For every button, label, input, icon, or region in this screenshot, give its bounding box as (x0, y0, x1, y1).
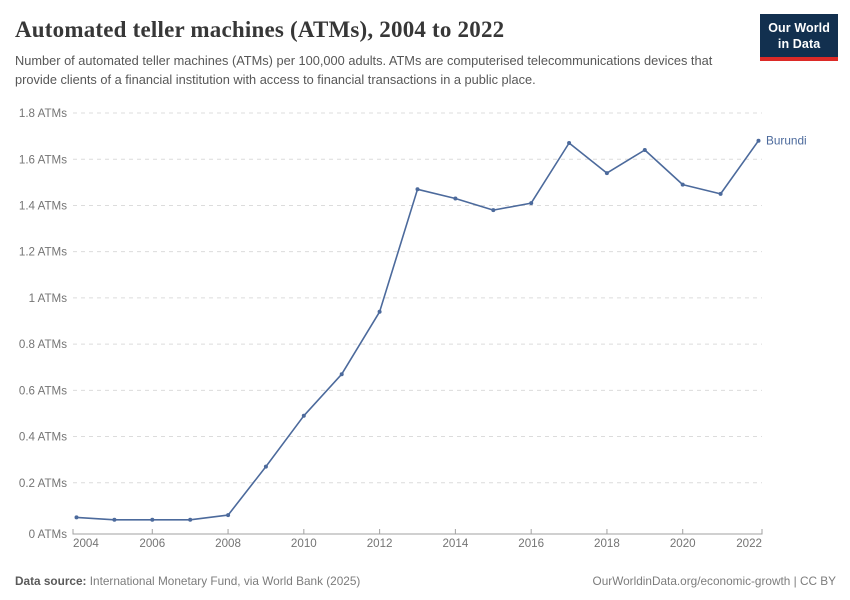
x-axis-label-2020: 2020 (670, 537, 696, 550)
line-chart-canvas[interactable]: 0 ATMs 0.2 ATMs 0.4 ATMs 0.6 ATMs 0.8 ATMs 1 … (0, 100, 850, 560)
y-axis-label-1.8: 1.8 ATMs (19, 107, 67, 120)
data-source-note: Data source: International Monetary Fund… (15, 574, 360, 588)
data-point-2022[interactable] (756, 138, 761, 143)
y-axis-label-0.2: 0.2 ATMs (19, 477, 67, 490)
y-axis-label-1.4: 1.4 ATMs (19, 200, 67, 213)
data-point-2012[interactable] (377, 309, 382, 314)
data-point-2005[interactable] (112, 517, 117, 522)
data-point-2019[interactable] (642, 148, 647, 152)
y-axis-label-1: 1 ATMs (29, 292, 68, 305)
chart-footer: Data source: International Monetary Fund… (15, 574, 836, 588)
data-source-text: International Monetary Fund, via World B… (86, 574, 361, 588)
y-axis-label-1.6: 1.6 ATMs (19, 153, 67, 166)
data-point-2015[interactable] (491, 208, 496, 213)
data-point-2021[interactable] (718, 191, 723, 196)
series-label-burundi[interactable]: Burundi (766, 134, 807, 148)
y-axis-label-0.4: 0.4 ATMs (19, 431, 67, 444)
y-axis-label-0: 0 ATMs (29, 528, 68, 541)
data-point-2006[interactable] (150, 517, 155, 522)
data-point-2013[interactable] (415, 187, 420, 192)
data-point-2018[interactable] (604, 171, 609, 176)
x-axis-label-2018: 2018 (594, 537, 620, 550)
x-axis-label-2004: 2004 (73, 537, 99, 550)
data-point-2007[interactable] (188, 517, 193, 522)
data-point-2010[interactable] (301, 413, 306, 418)
y-axis-label-0.8: 0.8 ATMs (19, 338, 67, 351)
x-axis-label-2010: 2010 (291, 537, 317, 550)
data-point-2011[interactable] (339, 372, 344, 377)
x-axis-label-2014: 2014 (442, 537, 468, 550)
data-point-2014[interactable] (453, 196, 458, 201)
series-line-burundi[interactable] (75, 139, 760, 521)
data-point-2009[interactable] (263, 464, 268, 469)
data-point-2017[interactable] (567, 141, 572, 145)
owid-logo[interactable]: Our World in Data (760, 14, 838, 61)
x-axis-label-2016: 2016 (518, 537, 544, 550)
chart-header: Automated teller machines (ATMs), 2004 t… (15, 17, 750, 89)
x-axis-label-2022: 2022 (736, 537, 762, 550)
y-axis-label-1.2: 1.2 ATMs (19, 246, 67, 259)
chart-subtitle: Number of automated teller machines (ATM… (15, 53, 713, 87)
data-point-2008[interactable] (226, 513, 231, 518)
x-axis-line (72, 529, 763, 535)
data-source-label: Data source: (15, 574, 87, 588)
y-axis-label-0.6: 0.6 ATMs (19, 384, 67, 397)
owid-logo-line1: Our World (768, 21, 830, 35)
owid-logo-line2: in Data (777, 37, 821, 52)
data-point-2016[interactable] (529, 201, 534, 206)
x-axis-label-2008: 2008 (215, 537, 241, 550)
data-point-2004[interactable] (74, 515, 79, 520)
x-axis-label-2006: 2006 (139, 537, 165, 550)
data-point-2020[interactable] (680, 182, 685, 187)
x-axis-label-2012: 2012 (367, 537, 393, 550)
chart-title: Automated teller machines (ATMs), 2004 t… (15, 17, 505, 42)
owid-link[interactable]: OurWorldinData.org/economic-growth | CC … (592, 574, 836, 588)
